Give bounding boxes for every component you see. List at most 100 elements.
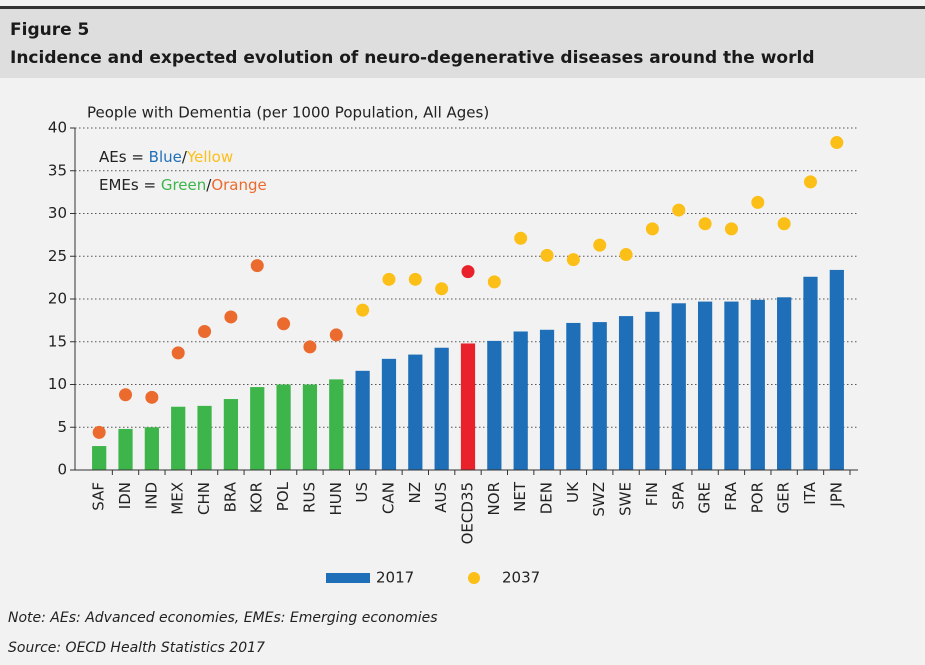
x-tick-label: JPN [827, 482, 845, 508]
x-tick-label: SAF [90, 482, 108, 511]
dot [751, 195, 765, 209]
y-tick-label: 40 [48, 119, 67, 137]
dot [171, 346, 185, 360]
dot [250, 259, 264, 273]
bar [144, 427, 159, 470]
dot [540, 248, 554, 262]
bar [513, 331, 528, 470]
bar [355, 370, 370, 470]
dot [145, 390, 159, 404]
y-tick-label: 20 [48, 290, 67, 308]
annotation-part: Green [161, 176, 206, 194]
x-tick-label: POL [274, 481, 292, 511]
annotation-part: Orange [211, 176, 266, 194]
y-tick-label: 25 [48, 247, 67, 265]
x-tick-label: NZ [406, 482, 424, 504]
x-tick-label: FRA [722, 481, 740, 510]
x-tick-label: IDN [116, 482, 134, 509]
x-tick-label: NET [511, 481, 529, 512]
y-tick-label: 15 [48, 332, 67, 350]
x-tick-label: RUS [300, 482, 318, 513]
annotation-part: EMEs = [99, 176, 161, 194]
annotation: EMEs = Green/Orange [99, 176, 267, 194]
dot [830, 136, 844, 150]
dot [672, 203, 686, 217]
header-rule [0, 6, 925, 9]
x-tick-label: SWZ [590, 482, 608, 517]
y-axis-label: People with Dementia (per 1000 Populatio… [87, 104, 489, 122]
y-tick-label: 0 [57, 461, 67, 479]
annotation-part: / [182, 148, 188, 166]
y-tick-label: 30 [48, 204, 67, 222]
dot [566, 253, 580, 267]
annotation: AEs = Blue/Yellow [99, 148, 233, 166]
annotation-part: AEs = [99, 148, 149, 166]
dot [487, 275, 501, 289]
bar [777, 297, 792, 470]
bar [276, 384, 291, 470]
dot [408, 272, 422, 286]
x-tick-label: UK [564, 481, 582, 503]
bar [223, 399, 239, 470]
x-tick-label: GRE [696, 482, 714, 514]
dot [777, 217, 791, 231]
bar [803, 276, 818, 470]
bar [408, 354, 423, 470]
bar [302, 384, 318, 470]
bar [592, 322, 607, 470]
dot [119, 388, 133, 402]
x-tick-label: CHN [195, 482, 213, 515]
dot [224, 310, 238, 324]
x-tick-label: IND [142, 482, 160, 509]
bar [250, 387, 265, 470]
dot [461, 265, 475, 279]
dot [277, 317, 291, 331]
bar [750, 299, 765, 470]
dot [645, 222, 659, 236]
bar [460, 343, 476, 470]
dot [435, 282, 449, 296]
note: Note: AEs: Advanced economies, EMEs: Eme… [8, 610, 438, 626]
bar [829, 269, 844, 470]
x-tick-label: MEX [169, 482, 187, 515]
bar [118, 428, 133, 470]
x-tick-label: NOR [485, 482, 503, 515]
dot [356, 303, 370, 317]
bar [697, 301, 713, 470]
x-tick-label: OECD35 [459, 482, 477, 544]
bar [487, 340, 502, 470]
dot [593, 238, 607, 252]
x-tick-label: POR [748, 482, 766, 513]
annotation-part: / [206, 176, 212, 194]
x-tick-label: SWE [617, 482, 635, 516]
bar [434, 347, 449, 470]
annotation-part: Yellow [186, 148, 233, 166]
dot [382, 272, 396, 286]
dot [303, 340, 317, 354]
chart-title: Incidence and expected evolution of neur… [10, 48, 815, 68]
x-tick-label: ITA [801, 481, 819, 504]
x-tick-label: SPA [669, 481, 687, 510]
x-tick-label: CAN [379, 482, 397, 514]
dot [724, 222, 738, 236]
legend-label: 2017 [376, 569, 414, 587]
bar [618, 316, 634, 470]
bar [724, 301, 739, 470]
x-tick-label: US [353, 482, 371, 503]
x-tick-label: GER [775, 482, 793, 514]
dot [92, 425, 106, 439]
bar [539, 329, 555, 470]
y-tick-label: 5 [57, 418, 67, 436]
y-tick-label: 35 [48, 161, 67, 179]
x-tick-label: BRA [221, 481, 239, 512]
header [0, 8, 925, 78]
bar [171, 406, 186, 470]
dot [198, 324, 212, 338]
y-tick-label: 10 [48, 375, 67, 393]
dot [803, 175, 817, 189]
x-tick-label: DEN [538, 482, 556, 514]
bar [197, 405, 212, 470]
legend-label: 2037 [502, 569, 540, 587]
